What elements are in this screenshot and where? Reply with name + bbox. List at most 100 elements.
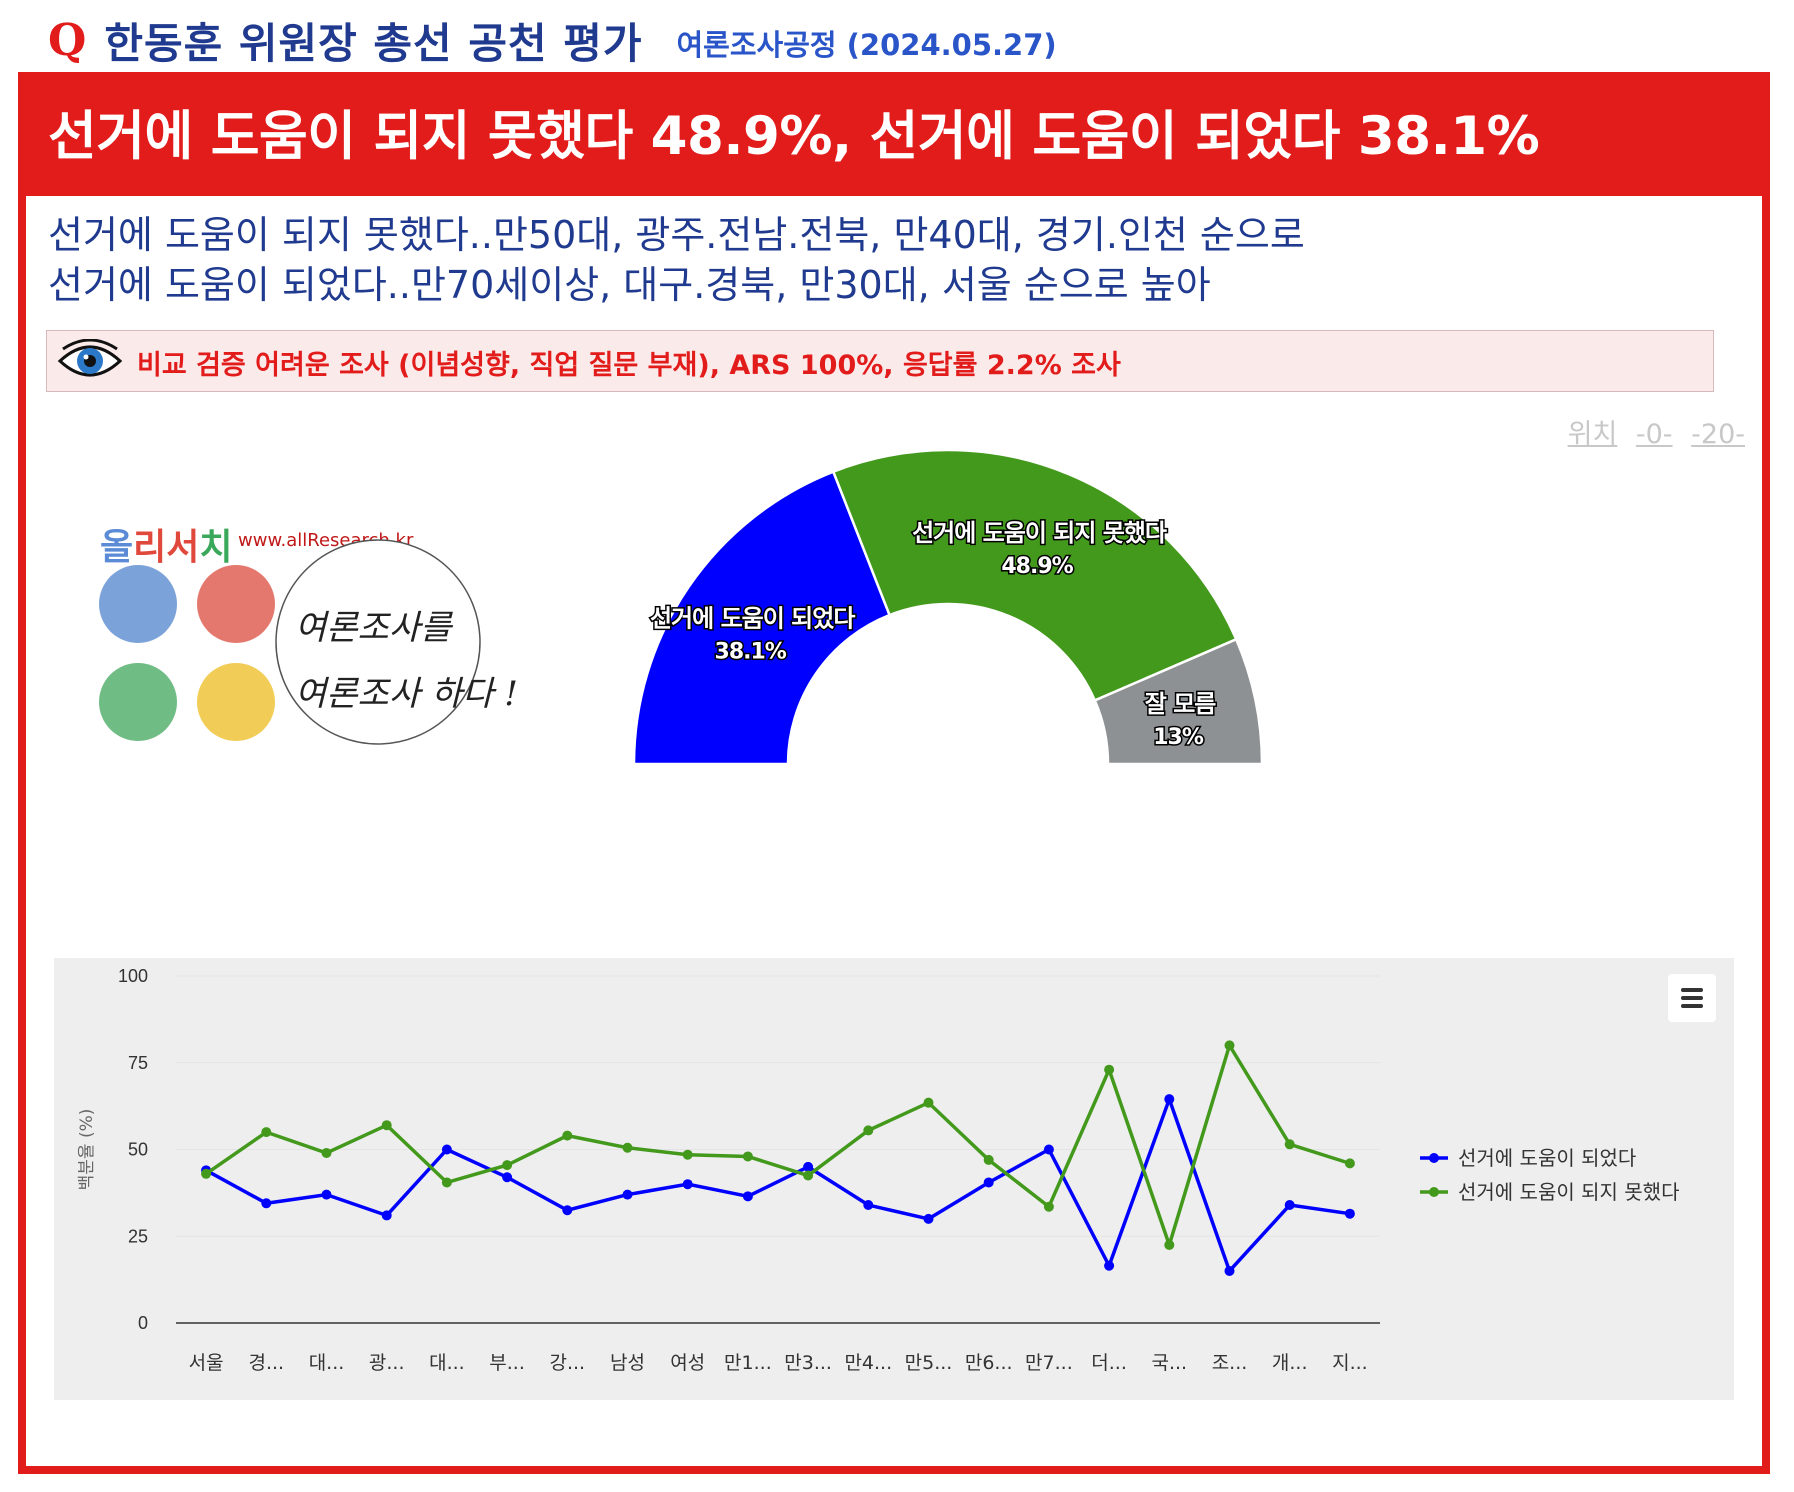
legend-item[interactable]: 선거에 도움이 되었다 bbox=[1458, 1146, 1636, 1170]
x-tick-label: 대... bbox=[309, 1352, 345, 1374]
x-tick-label: 부... bbox=[489, 1352, 525, 1374]
position-links: 위치 -0- -20- bbox=[1558, 412, 1745, 451]
logo-ring bbox=[275, 539, 481, 745]
description-line-2: 선거에 도움이 되었다..만70세이상, 대구.경북, 만30대, 서울 순으로… bbox=[48, 263, 1211, 307]
series-line bbox=[205, 1041, 1351, 1251]
data-point[interactable] bbox=[1284, 1139, 1295, 1150]
data-point[interactable] bbox=[1344, 1208, 1355, 1219]
y-tick-label: 75 bbox=[128, 1053, 148, 1073]
data-point[interactable] bbox=[441, 1144, 452, 1155]
eye-icon bbox=[57, 339, 123, 377]
x-tick-label: 만3... bbox=[784, 1352, 832, 1374]
y-axis-label: 백분율 (%) bbox=[77, 1109, 97, 1191]
data-point[interactable] bbox=[1164, 1094, 1175, 1105]
data-point[interactable] bbox=[502, 1172, 513, 1183]
position-link-0[interactable]: -0- bbox=[1635, 419, 1673, 450]
pie-slice-label: 잘 모름 13% bbox=[1143, 688, 1219, 751]
data-point[interactable] bbox=[261, 1198, 272, 1209]
x-tick-label: 만1... bbox=[724, 1352, 772, 1374]
pie-category-label: 선거에 도움이 되었다 bbox=[650, 604, 855, 632]
x-tick-label: 남성 bbox=[610, 1352, 645, 1374]
data-point[interactable] bbox=[1104, 1064, 1115, 1075]
x-tick-label: 더... bbox=[1091, 1352, 1127, 1374]
data-point[interactable] bbox=[562, 1205, 573, 1216]
chart-menu-button[interactable] bbox=[1668, 974, 1716, 1022]
data-point[interactable] bbox=[622, 1189, 633, 1200]
data-point[interactable] bbox=[682, 1179, 693, 1190]
data-point[interactable] bbox=[742, 1151, 753, 1162]
x-tick-label: 국... bbox=[1151, 1352, 1187, 1374]
x-tick-label: 만6... bbox=[965, 1352, 1013, 1374]
page-title: 한동훈 위원장 총선 공천 평가 bbox=[104, 18, 643, 68]
x-tick-label: 조... bbox=[1212, 1352, 1248, 1374]
data-point[interactable] bbox=[803, 1170, 814, 1181]
headline-text: 선거에 도움이 되지 못했다 48.9%, 선거에 도움이 되었다 38.1% bbox=[48, 106, 1540, 167]
data-point[interactable] bbox=[1164, 1239, 1175, 1250]
data-point[interactable] bbox=[682, 1149, 693, 1160]
x-tick-label: 만7... bbox=[1025, 1352, 1073, 1374]
logo-dot-yellow bbox=[197, 663, 275, 741]
logo-name: 올리서치 bbox=[100, 518, 233, 570]
data-point[interactable] bbox=[381, 1120, 392, 1131]
data-point[interactable] bbox=[863, 1125, 874, 1136]
hamburger-menu-icon bbox=[1681, 988, 1703, 992]
x-tick-label: 만5... bbox=[905, 1352, 953, 1374]
data-point[interactable] bbox=[923, 1097, 934, 1108]
data-point[interactable] bbox=[261, 1127, 272, 1138]
logo-slogan-2: 여론조사 하다 ! bbox=[295, 674, 518, 714]
x-tick-label: 만4... bbox=[844, 1352, 892, 1374]
pie-slice-label: 선거에 도움이 되었다 38.1% bbox=[648, 603, 857, 666]
description-line-1: 선거에 도움이 되지 못했다..만50대, 광주.전남.전북, 만40대, 경기… bbox=[48, 213, 1305, 257]
x-tick-label: 지... bbox=[1332, 1352, 1368, 1374]
data-point[interactable] bbox=[742, 1191, 753, 1202]
x-tick-label: 개... bbox=[1272, 1352, 1308, 1374]
pie-value-label: 38.1% bbox=[715, 639, 787, 664]
legend-marker bbox=[1429, 1187, 1439, 1197]
logo-char: 리 bbox=[133, 527, 167, 568]
data-point[interactable] bbox=[201, 1168, 212, 1179]
y-tick-label: 50 bbox=[128, 1140, 148, 1160]
q-mark: Q bbox=[48, 14, 87, 66]
data-point[interactable] bbox=[983, 1154, 994, 1165]
position-link-20[interactable]: -20- bbox=[1691, 419, 1745, 450]
logo-graphic bbox=[99, 539, 481, 745]
position-label[interactable]: 위치 bbox=[1567, 419, 1618, 450]
data-point[interactable] bbox=[381, 1210, 392, 1221]
data-point[interactable] bbox=[321, 1147, 332, 1158]
data-point[interactable] bbox=[502, 1160, 513, 1171]
logo-char: 서 bbox=[166, 527, 200, 568]
data-point[interactable] bbox=[863, 1200, 874, 1211]
semicircle-donut-chart: 선거에 도움이 되었다 38.1% 선거에 도움이 되지 못했다 48.9% 잘 모름 1… bbox=[632, 448, 1264, 766]
pie-slice[interactable] bbox=[831, 448, 1238, 703]
data-point[interactable] bbox=[1043, 1201, 1054, 1212]
data-point[interactable] bbox=[1284, 1200, 1295, 1211]
x-tick-label: 서울 bbox=[189, 1352, 224, 1374]
pie-category-label: 선거에 도움이 되지 못했다 bbox=[912, 519, 1167, 547]
data-point[interactable] bbox=[1224, 1040, 1235, 1051]
logo-slogan-1: 여론조사를 bbox=[295, 608, 452, 648]
legend-item[interactable]: 선거에 도움이 되지 못했다 bbox=[1458, 1180, 1679, 1204]
pie-slice-label: 선거에 도움이 되지 못했다 48.9% bbox=[911, 518, 1170, 581]
line-chart-area bbox=[54, 958, 1734, 1400]
data-point[interactable] bbox=[1344, 1158, 1355, 1169]
data-point[interactable] bbox=[1224, 1265, 1235, 1276]
x-tick-label: 여성 bbox=[670, 1352, 705, 1374]
pie-slice[interactable] bbox=[632, 470, 892, 766]
data-point[interactable] bbox=[441, 1177, 452, 1188]
logo-dot-red bbox=[197, 565, 275, 643]
headline-banner: 선거에 도움이 되지 못했다 48.9%, 선거에 도움이 되었다 38.1% bbox=[18, 72, 1770, 196]
logo-char: 올 bbox=[100, 527, 134, 568]
pie-slice[interactable] bbox=[1093, 637, 1264, 766]
pie-category-label: 잘 모름 bbox=[1145, 690, 1217, 718]
data-point[interactable] bbox=[1043, 1144, 1054, 1155]
legend-marker bbox=[1429, 1153, 1439, 1163]
data-point[interactable] bbox=[1104, 1260, 1115, 1271]
data-point[interactable] bbox=[803, 1161, 814, 1172]
data-point[interactable] bbox=[562, 1130, 573, 1141]
data-point[interactable] bbox=[321, 1189, 332, 1200]
data-point[interactable] bbox=[923, 1213, 934, 1224]
data-point[interactable] bbox=[983, 1177, 994, 1188]
x-tick-label: 강... bbox=[549, 1352, 585, 1374]
data-point[interactable] bbox=[622, 1142, 633, 1153]
x-tick-label: 대... bbox=[429, 1352, 465, 1374]
